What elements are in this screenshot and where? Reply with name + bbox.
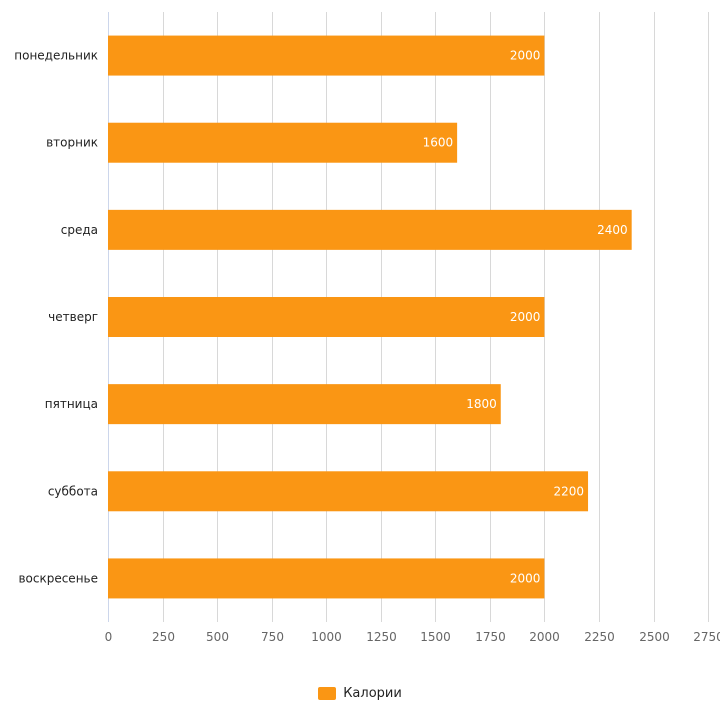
x-tick-label: 1000	[311, 630, 342, 644]
bar-value-label: 2000	[510, 49, 541, 63]
category-label: вторник	[46, 136, 98, 150]
x-axis-tick-labels: 0 250 500 750 1000 1250 1500 1750 2000 2250 2500 27…	[105, 630, 720, 644]
x-tick-label: 250	[152, 630, 175, 644]
bar-value-label: 2200	[553, 484, 584, 498]
legend-item-calories[interactable]: Калории	[318, 686, 402, 701]
x-tick-label: 1500	[420, 630, 451, 644]
bar-value-label: 1800	[466, 397, 497, 411]
bar[interactable]	[108, 297, 545, 337]
category-label: среда	[61, 223, 98, 237]
x-tick-label: 1750	[475, 630, 506, 644]
x-tick-label: 2250	[584, 630, 615, 644]
x-tick-label: 2500	[639, 630, 670, 644]
x-tick-label: 500	[206, 630, 229, 644]
bar-value-label: 2000	[510, 310, 541, 324]
category-label: четверг	[48, 310, 98, 324]
legend: Калории	[0, 684, 720, 702]
x-tick-label: 750	[261, 630, 284, 644]
bar[interactable]	[108, 35, 545, 76]
x-tick-label: 2750	[693, 630, 720, 644]
x-tick-label: 2000	[529, 630, 560, 644]
bar[interactable]	[108, 384, 501, 425]
bar-value-label: 2000	[510, 571, 541, 585]
bar[interactable]	[108, 471, 589, 512]
category-label: воскресенье	[18, 571, 98, 585]
bar-data-labels: 2000 1600 2400 2000 1800 2200 2000	[423, 49, 628, 586]
category-labels: понедельник вторник среда четверг пятница суб…	[14, 49, 98, 586]
x-tick-label: 0	[105, 630, 113, 644]
bars	[108, 35, 632, 599]
x-tick-label: 1250	[366, 630, 397, 644]
bar[interactable]	[108, 558, 545, 599]
legend-swatch	[318, 686, 337, 700]
bar[interactable]	[108, 122, 458, 163]
category-label: суббота	[48, 484, 98, 498]
legend-label: Калории	[343, 685, 402, 701]
category-label: пятница	[45, 397, 98, 411]
bar-value-label: 2400	[597, 223, 628, 237]
bar[interactable]	[108, 209, 632, 250]
category-label: понедельник	[14, 49, 98, 63]
bar-value-label: 1600	[423, 136, 454, 150]
